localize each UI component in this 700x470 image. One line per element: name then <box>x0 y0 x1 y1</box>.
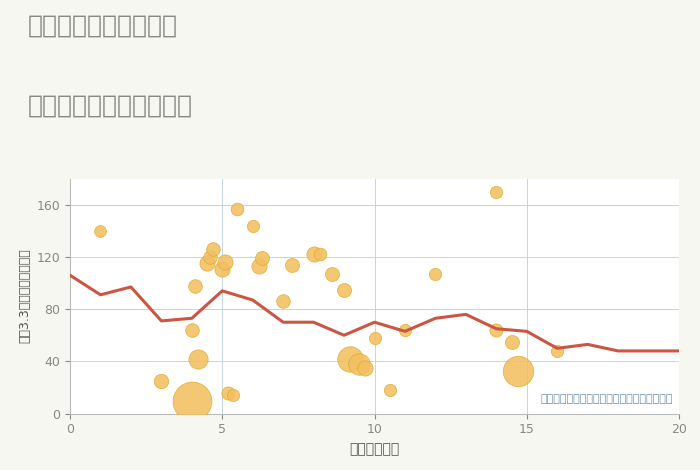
Point <box>228 392 239 399</box>
Point <box>207 245 218 253</box>
Point <box>247 222 258 229</box>
Point <box>253 262 265 270</box>
Point <box>339 286 350 293</box>
Point <box>256 254 267 262</box>
Text: 駅距離別中古戸建て価格: 駅距離別中古戸建て価格 <box>28 94 193 118</box>
Text: 愛知県東海市大田町の: 愛知県東海市大田町の <box>28 14 178 38</box>
Point <box>512 367 523 374</box>
Point <box>193 355 204 362</box>
Point <box>430 270 441 278</box>
Point <box>156 377 167 385</box>
Point <box>399 326 410 334</box>
Point <box>354 360 365 368</box>
Point <box>491 326 502 334</box>
Point <box>223 389 234 397</box>
Point <box>308 251 319 258</box>
X-axis label: 駅距離（分）: 駅距離（分） <box>349 442 400 456</box>
Point <box>384 386 395 394</box>
Point <box>202 260 213 267</box>
Point <box>506 338 517 345</box>
Y-axis label: 坪（3.3㎡）単価（万円）: 坪（3.3㎡）単価（万円） <box>18 249 31 344</box>
Point <box>232 205 243 212</box>
Point <box>491 188 502 196</box>
Point <box>287 261 298 268</box>
Point <box>186 397 197 404</box>
Point <box>369 334 380 342</box>
Point <box>95 227 106 235</box>
Point <box>314 251 326 258</box>
Point <box>552 347 563 355</box>
Point <box>360 364 371 372</box>
Point <box>344 355 356 362</box>
Point <box>189 282 200 290</box>
Point <box>326 270 337 278</box>
Point <box>186 326 197 334</box>
Point <box>220 258 231 266</box>
Text: 円の大きさは、取引のあった物件面積を示す: 円の大きさは、取引のあった物件面積を示す <box>540 394 673 404</box>
Point <box>217 265 228 273</box>
Point <box>277 298 289 305</box>
Point <box>204 253 216 261</box>
